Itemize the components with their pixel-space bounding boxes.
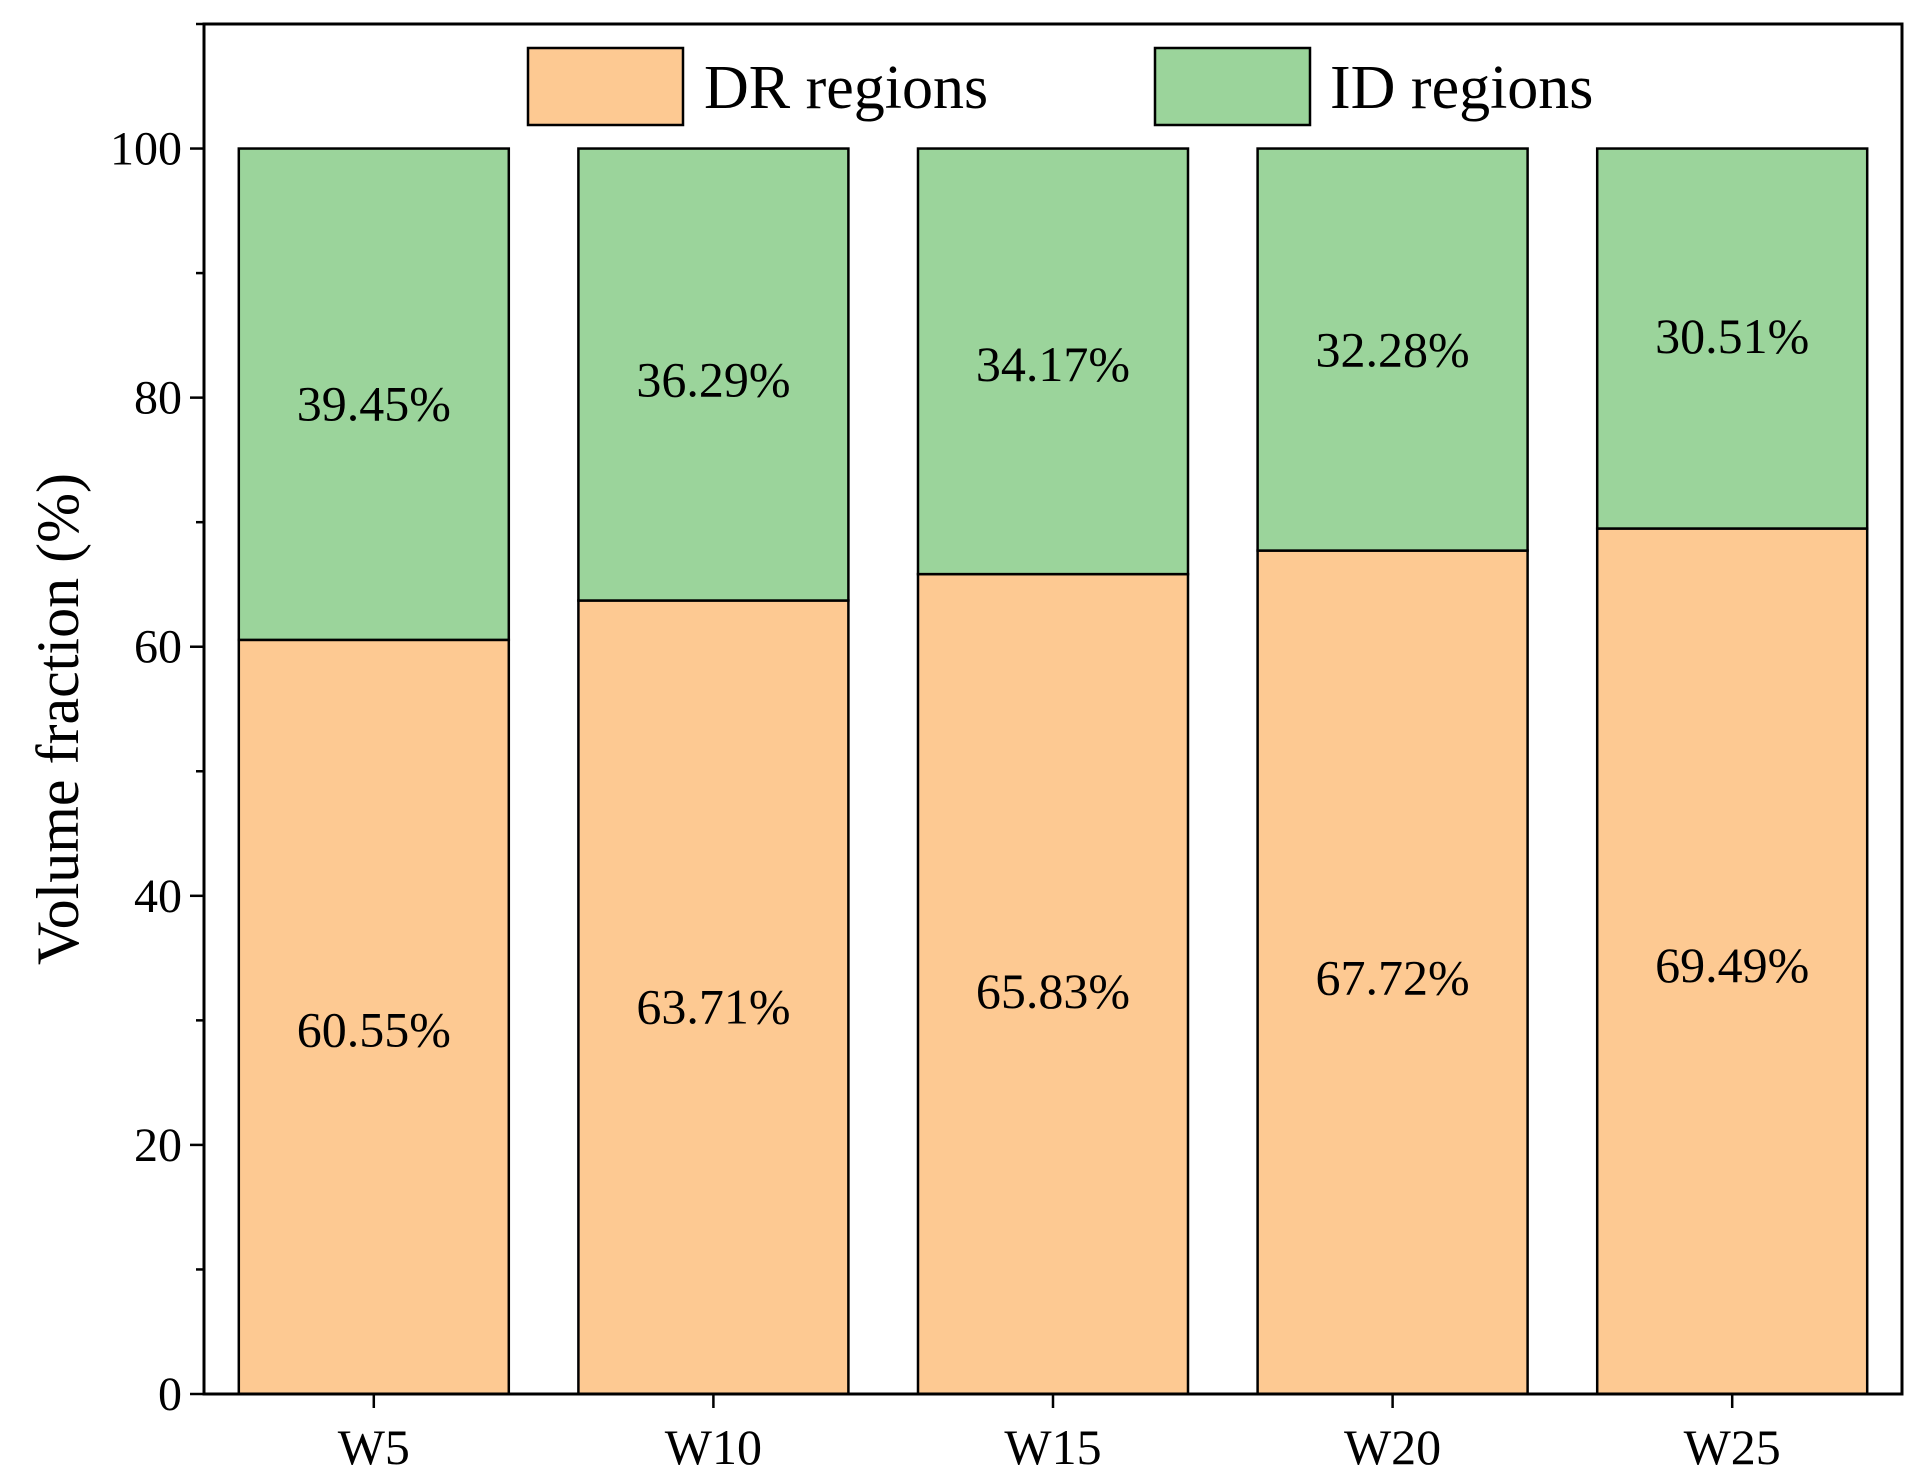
- bar-segment-id-w20: [1256, 147, 1529, 552]
- x-tick-label-w15: W15: [1004, 1419, 1101, 1475]
- bar-segment-id-w5: [237, 147, 511, 642]
- bar-segment-dr-w15: [916, 572, 1190, 1396]
- bar-segment-id-w15: [916, 147, 1190, 576]
- y-tick-label: 40: [134, 870, 182, 923]
- bar-segment-id-w25: [1595, 147, 1869, 530]
- x-tick-label-w25: W25: [1684, 1419, 1781, 1475]
- x-tick-label-w5: W5: [338, 1419, 410, 1475]
- data-label-id-w5: 39.45%: [297, 375, 451, 431]
- data-labels-layer: 60.55% 39.45% 63.71% 36.29% 65.83% 34.17% 67.7…: [297, 308, 1810, 1057]
- data-label-id-w20: 32.28%: [1316, 322, 1470, 378]
- legend: DR regions ID regions: [526, 46, 1593, 127]
- data-label-id-w15: 34.17%: [976, 336, 1130, 392]
- bar-segment-dr-w5: [237, 638, 511, 1396]
- axes-layer: 0 20 40 60 80 100 W5 W10 W15 W20 W25 Volume fractio…: [25, 22, 1904, 1475]
- data-label-dr-w10: 63.71%: [636, 979, 790, 1035]
- data-label-id-w10: 36.29%: [636, 352, 790, 408]
- bar-segment-id-w10: [577, 147, 850, 602]
- legend-swatch-dr: [526, 46, 685, 127]
- data-label-dr-w20: 67.72%: [1316, 950, 1470, 1006]
- y-tick-label: 20: [134, 1119, 182, 1172]
- data-label-id-w25: 30.51%: [1655, 308, 1809, 364]
- y-tick-label: 60: [134, 621, 182, 674]
- bars-layer: [237, 147, 1869, 1396]
- y-tick-label: 80: [134, 372, 182, 425]
- data-label-dr-w25: 69.49%: [1655, 937, 1809, 993]
- legend-label-dr: DR regions: [704, 54, 988, 122]
- legend-label-id: ID regions: [1330, 54, 1593, 122]
- legend-swatch-id: [1153, 46, 1312, 127]
- data-label-dr-w15: 65.83%: [976, 963, 1130, 1019]
- bar-segment-dr-w20: [1256, 549, 1529, 1396]
- x-tick-label-w20: W20: [1344, 1419, 1441, 1475]
- data-label-dr-w5: 60.55%: [297, 1001, 451, 1057]
- x-tick-label-w10: W10: [665, 1419, 762, 1475]
- y-tick-label: 100: [110, 123, 182, 176]
- y-tick-label: 0: [158, 1368, 182, 1421]
- y-axis-title: Volume fraction (%): [25, 473, 91, 965]
